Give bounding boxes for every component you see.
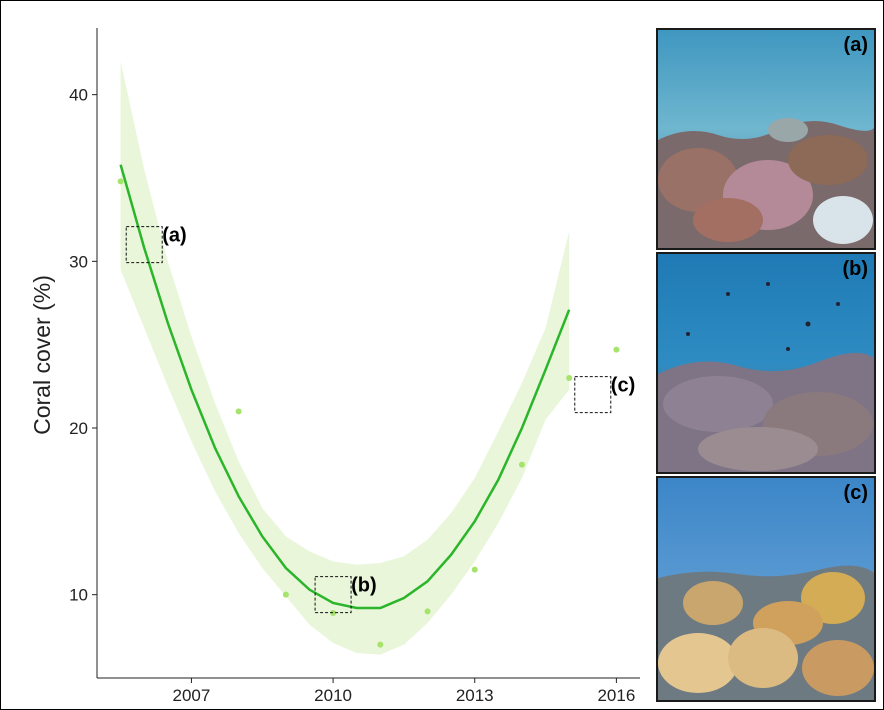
annotation-box bbox=[314, 576, 352, 614]
annotation-label: (a) bbox=[162, 225, 186, 247]
trend-line bbox=[119, 164, 571, 610]
data-point bbox=[566, 375, 573, 381]
confidence-band bbox=[120, 61, 570, 655]
annotation-layer: (a) (b) (c) bbox=[125, 225, 635, 614]
axes: 10 20 30 40 2007 2010 2013 2016 bbox=[69, 28, 640, 705]
panel-label-b: (b) bbox=[842, 258, 868, 280]
data-point bbox=[518, 461, 525, 468]
annotation-box bbox=[125, 226, 163, 264]
annotation-box bbox=[574, 376, 612, 414]
photo-panel-a: (a) bbox=[656, 28, 876, 250]
reef-photo-b bbox=[658, 254, 874, 472]
panel-label-c: (c) bbox=[843, 482, 868, 504]
annotation-label: (b) bbox=[351, 575, 377, 597]
x-tick-label: 2016 bbox=[597, 686, 635, 705]
x-tick-label: 2007 bbox=[173, 686, 211, 705]
y-axis-label: Coral cover (%) bbox=[29, 275, 55, 435]
data-point bbox=[235, 408, 242, 415]
data-point bbox=[282, 591, 289, 598]
data-point bbox=[613, 346, 620, 353]
reef-photo-a bbox=[658, 30, 874, 248]
data-point bbox=[471, 566, 478, 573]
data-point bbox=[424, 608, 431, 615]
confidence-band-layer bbox=[120, 61, 570, 655]
photo-panel-c: (c) bbox=[656, 476, 876, 702]
y-tick-label: 10 bbox=[69, 586, 88, 605]
x-tick-label: 2010 bbox=[314, 686, 352, 705]
reef-photo-c bbox=[658, 478, 874, 700]
coral-cover-chart: (a) (b) (c) 10 20 30 40 2007 2010 2013 2016 Coral… bbox=[29, 28, 640, 705]
y-tick-label: 30 bbox=[69, 252, 88, 271]
x-tick-label: 2013 bbox=[456, 686, 494, 705]
y-tick-label: 40 bbox=[69, 86, 88, 105]
y-tick-label: 20 bbox=[69, 419, 88, 438]
photo-panel-b: (b) bbox=[656, 252, 876, 474]
data-point bbox=[117, 178, 124, 185]
annotation-label: (c) bbox=[611, 375, 635, 397]
panel-label-a: (a) bbox=[843, 34, 868, 56]
data-point bbox=[377, 641, 384, 648]
data-points-layer bbox=[117, 178, 620, 648]
trend-line-layer bbox=[119, 164, 571, 610]
